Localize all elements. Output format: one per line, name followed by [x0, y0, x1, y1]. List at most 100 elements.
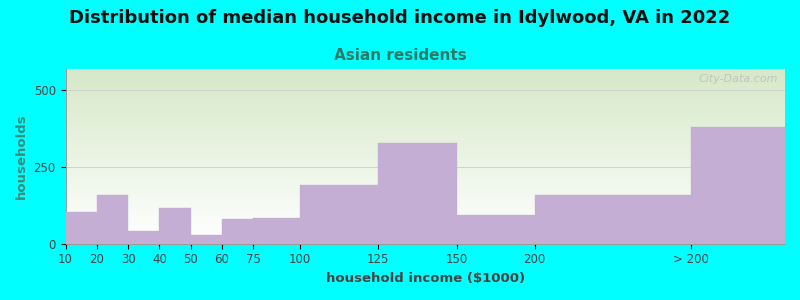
Bar	[66, 197, 785, 198]
Bar	[66, 100, 785, 101]
Bar	[66, 219, 785, 220]
Bar	[66, 216, 785, 217]
Bar	[66, 171, 785, 172]
Bar	[66, 90, 785, 91]
Bar	[457, 214, 534, 244]
Bar	[66, 221, 785, 222]
Bar	[66, 73, 785, 74]
Bar	[66, 94, 785, 95]
Bar	[66, 111, 785, 112]
Bar	[66, 131, 785, 132]
Bar	[66, 173, 785, 174]
Bar	[66, 85, 785, 86]
Bar	[378, 142, 457, 244]
Bar	[66, 162, 785, 163]
Bar	[66, 170, 785, 171]
Bar	[66, 76, 785, 77]
Bar	[66, 96, 785, 97]
Bar	[66, 226, 785, 227]
Bar	[66, 143, 785, 144]
Bar	[66, 222, 785, 223]
Bar	[66, 239, 785, 240]
Bar	[66, 224, 785, 225]
Bar	[534, 195, 691, 244]
Bar	[66, 172, 785, 173]
Bar	[66, 220, 785, 221]
Bar	[66, 128, 785, 129]
Bar	[66, 227, 785, 228]
Bar	[66, 103, 785, 104]
Bar	[66, 201, 785, 202]
Bar	[66, 71, 785, 72]
Bar	[691, 127, 785, 244]
Bar	[66, 215, 785, 216]
Bar	[66, 121, 785, 122]
Bar	[66, 85, 785, 86]
Bar	[66, 107, 785, 108]
Bar	[66, 236, 785, 237]
Bar	[66, 156, 785, 157]
Bar	[66, 208, 785, 209]
Bar	[66, 212, 785, 213]
Bar	[66, 134, 785, 135]
Bar	[66, 95, 785, 96]
Bar	[66, 230, 785, 231]
Bar	[66, 72, 785, 73]
Bar	[66, 209, 785, 210]
Bar	[66, 146, 785, 147]
Bar	[128, 232, 159, 244]
Bar	[66, 181, 785, 182]
Bar	[66, 223, 785, 224]
Bar	[66, 69, 785, 70]
Bar	[66, 118, 785, 119]
Bar	[66, 112, 785, 113]
Bar	[66, 213, 785, 214]
Bar	[66, 153, 785, 154]
Bar	[66, 130, 785, 131]
Bar	[66, 109, 785, 110]
Bar	[66, 137, 785, 138]
Bar	[66, 141, 785, 142]
Bar	[66, 149, 785, 150]
Bar	[66, 105, 785, 106]
Bar	[66, 127, 785, 128]
Bar	[66, 98, 785, 99]
Bar	[66, 119, 785, 120]
Bar	[66, 75, 785, 76]
Bar	[66, 82, 785, 83]
Bar	[66, 151, 785, 152]
Bar	[66, 93, 785, 94]
Bar	[66, 92, 785, 93]
Bar	[66, 142, 785, 143]
Bar	[190, 235, 222, 244]
Bar	[66, 122, 785, 123]
Bar	[66, 186, 785, 187]
Bar	[66, 86, 785, 87]
Bar	[66, 159, 785, 160]
Bar	[66, 184, 785, 185]
Bar	[66, 99, 785, 100]
Bar	[66, 207, 785, 208]
Bar	[66, 237, 785, 238]
Bar	[66, 106, 785, 107]
Bar	[66, 205, 785, 206]
Bar	[66, 177, 785, 178]
Bar	[66, 200, 785, 201]
Bar	[66, 81, 785, 82]
Bar	[66, 117, 785, 118]
Bar	[66, 79, 785, 80]
Bar	[66, 198, 785, 199]
Bar	[66, 163, 785, 164]
Text: Distribution of median household income in Idylwood, VA in 2022: Distribution of median household income …	[70, 9, 730, 27]
Bar	[66, 199, 785, 200]
X-axis label: household income ($1000): household income ($1000)	[326, 272, 525, 285]
Bar	[66, 188, 785, 189]
Bar	[66, 104, 785, 105]
Bar	[97, 195, 128, 244]
Bar	[66, 179, 785, 180]
Bar	[66, 238, 785, 239]
Bar	[66, 148, 785, 149]
Bar	[66, 243, 785, 244]
Bar	[66, 140, 785, 141]
Y-axis label: households: households	[15, 113, 28, 199]
